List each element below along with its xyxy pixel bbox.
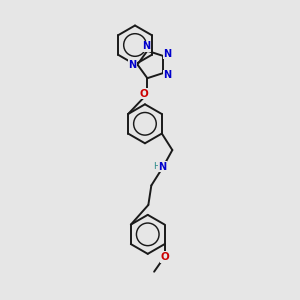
Text: N: N [164,49,172,59]
Text: N: N [128,59,137,70]
Text: N: N [164,70,172,80]
Text: N: N [142,41,150,51]
Text: O: O [140,89,149,99]
Text: O: O [160,252,169,262]
Text: H: H [153,162,160,171]
Text: N: N [158,162,166,172]
